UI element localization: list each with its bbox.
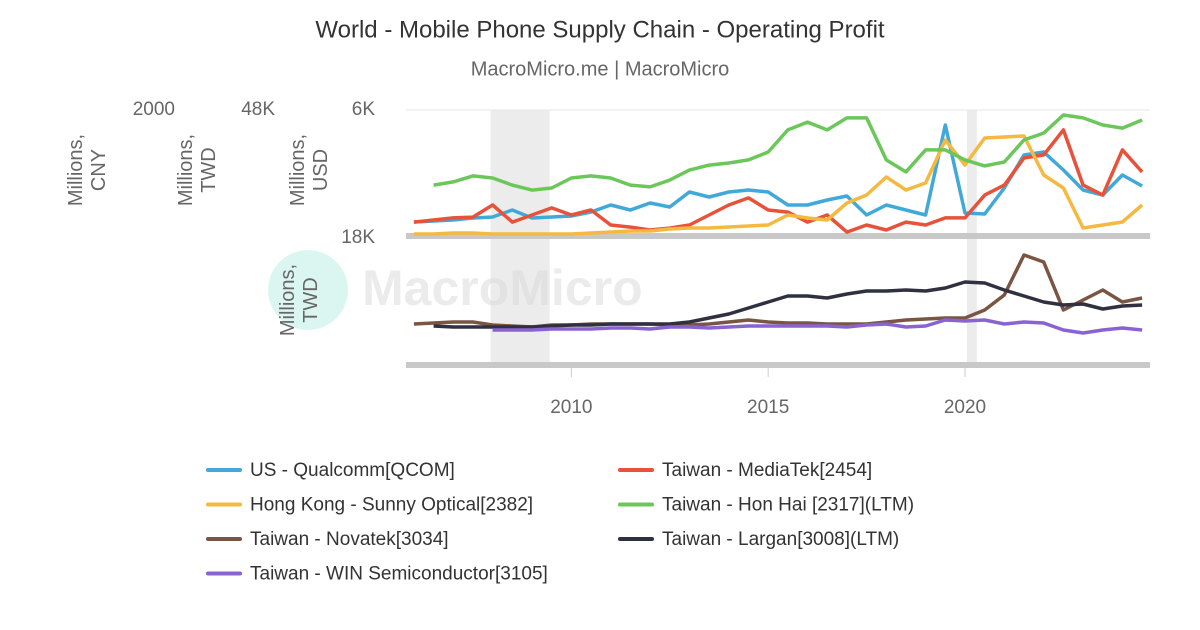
legend-label: Taiwan - Hon Hai [2317](LTM) (662, 495, 914, 516)
y-tick-label: 2000 (133, 99, 175, 120)
x-tick-label: 2015 (747, 397, 789, 418)
legend-label: Taiwan - MediaTek[2454] (662, 460, 872, 481)
series-line (492, 318, 1143, 335)
y-axis-title: Millions, TWD (175, 133, 220, 207)
y-axis-title: Millions, CNY (65, 133, 110, 207)
watermark: MacroMicro (268, 250, 643, 330)
x-tick-label: 2020 (944, 397, 986, 418)
chart-title: World - Mobile Phone Supply Chain - Oper… (315, 16, 885, 43)
legend-label: Taiwan - Novatek[3034] (250, 529, 449, 550)
y-tick-label: 48K (241, 99, 275, 120)
y-tick-label: 18K (341, 227, 375, 248)
series-line (433, 280, 1143, 329)
legend-label: US - Qualcomm[QCOM] (250, 460, 455, 481)
y-axis-title: Millions, USD (287, 133, 332, 207)
watermark-text: MacroMicro (362, 260, 643, 316)
legend-label: Taiwan - WIN Semiconductor[3105] (250, 564, 548, 585)
legend-label: Hong Kong - Sunny Optical[2382] (250, 495, 533, 516)
x-tick-label: 2010 (550, 397, 592, 418)
y-tick-label: 6K (352, 99, 376, 120)
panel-baseline (406, 233, 1150, 239)
series-line (433, 113, 1143, 192)
panel-baseline (406, 362, 1150, 368)
watermark-logo (268, 250, 348, 330)
chart-subtitle: MacroMicro.me | MacroMicro (471, 58, 730, 80)
series-line (413, 128, 1144, 234)
series-line (413, 134, 1144, 236)
y-axis-title: Millions, TWD (277, 263, 322, 337)
legend-label: Taiwan - Largan[3008](LTM) (662, 529, 899, 550)
